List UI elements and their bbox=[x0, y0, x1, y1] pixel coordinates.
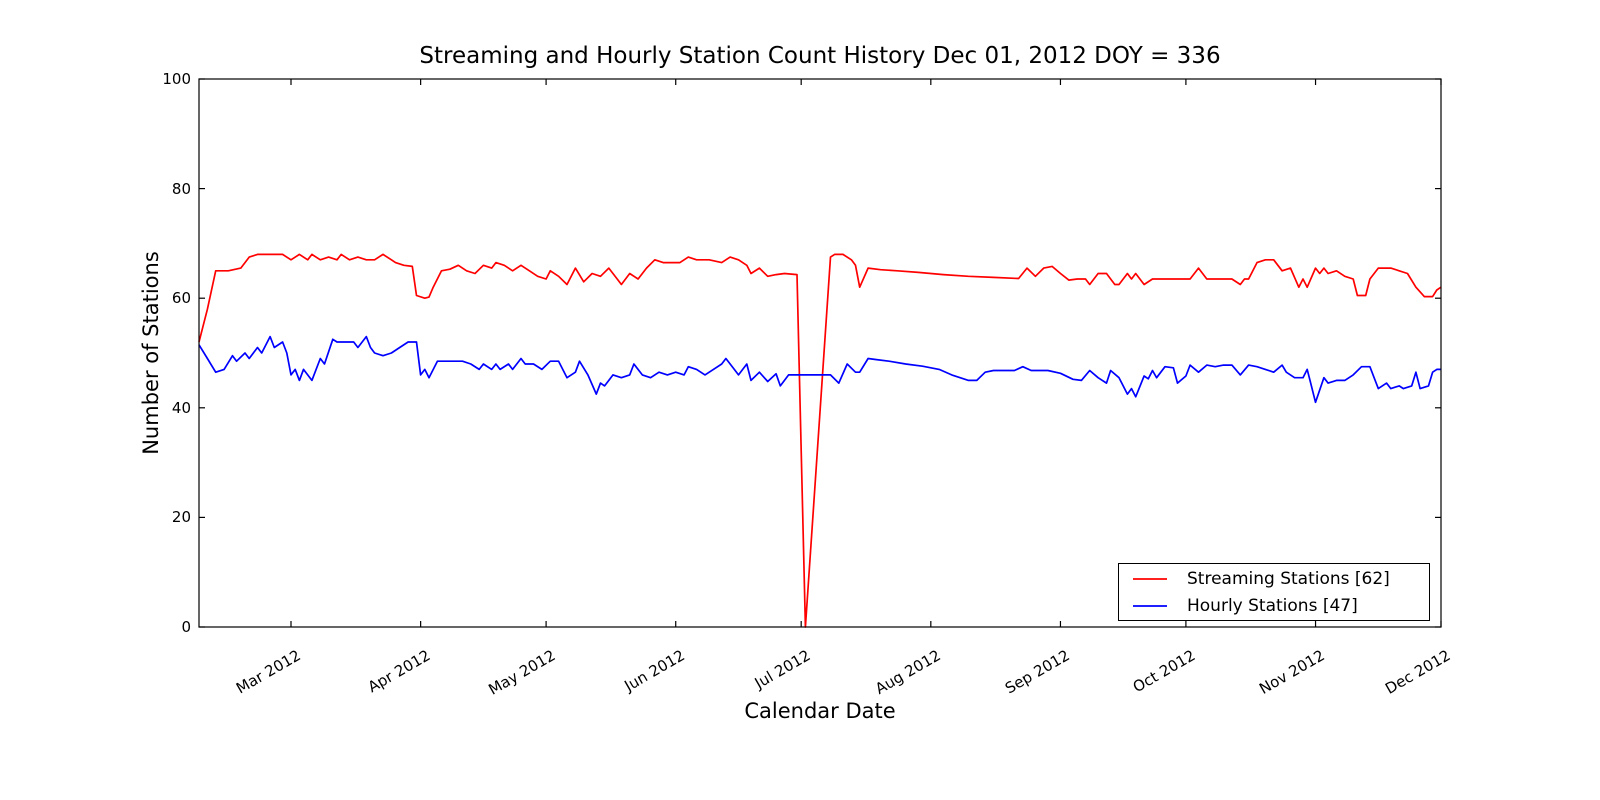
chart-title: Streaming and Hourly Station Count Histo… bbox=[419, 43, 1221, 69]
x-axis-label: Calendar Date bbox=[744, 699, 896, 723]
legend-entry-streaming: Streaming Stations [62] bbox=[1133, 565, 1429, 592]
y-tick-label: 0 bbox=[181, 618, 191, 636]
y-tick-label: 100 bbox=[162, 70, 191, 88]
hourly-line-swatch bbox=[1133, 604, 1167, 607]
y-tick-label: 80 bbox=[171, 179, 191, 198]
legend-label-streaming: Streaming Stations [62] bbox=[1187, 568, 1390, 589]
y-tick-label: 60 bbox=[171, 289, 191, 308]
legend: Streaming Stations [62] Hourly Stations … bbox=[1118, 563, 1430, 621]
y-tick-label: 40 bbox=[171, 398, 191, 417]
legend-entry-hourly: Hourly Stations [47] bbox=[1133, 592, 1429, 619]
legend-label-hourly: Hourly Stations [47] bbox=[1187, 595, 1358, 616]
streaming-line-swatch bbox=[1133, 577, 1167, 580]
y-tick-label: 20 bbox=[171, 508, 191, 527]
